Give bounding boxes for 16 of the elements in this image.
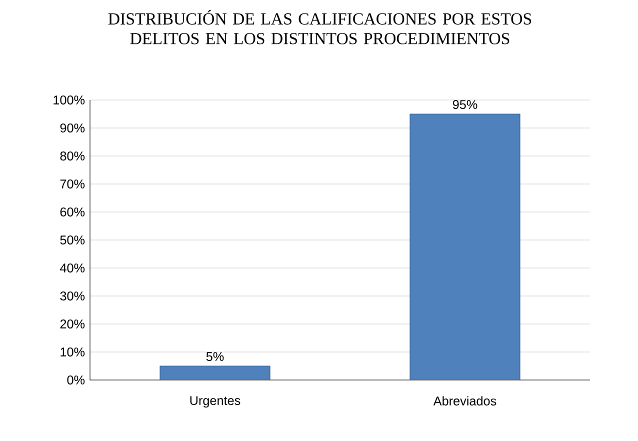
x-tick-label: Urgentes [190, 396, 240, 408]
data-label: 5% [206, 352, 224, 362]
y-tick-label: 60% [60, 208, 85, 216]
y-tick-label: 0% [67, 376, 85, 384]
data-label: 95% [452, 100, 478, 110]
y-tick-label: 20% [60, 320, 85, 328]
y-tick-label: 10% [60, 348, 85, 356]
chart-title: DISTRIBUCIÓN DE LAS CALIFICACIONES POR ESTOS DELITOS EN LOS DISTINTOS PROCEDIMIENTOS [108, 10, 532, 44]
x-tick-label: Abreviados [433, 396, 496, 406]
y-tick-label: 80% [60, 152, 85, 160]
y-tick-label: 50% [60, 236, 85, 244]
y-tick-label: 90% [60, 124, 85, 132]
y-tick-label: 40% [60, 264, 85, 272]
y-tick-label: 30% [60, 292, 85, 300]
y-tick-label: 70% [60, 180, 85, 188]
y-tick-label: 100% [54, 96, 85, 104]
